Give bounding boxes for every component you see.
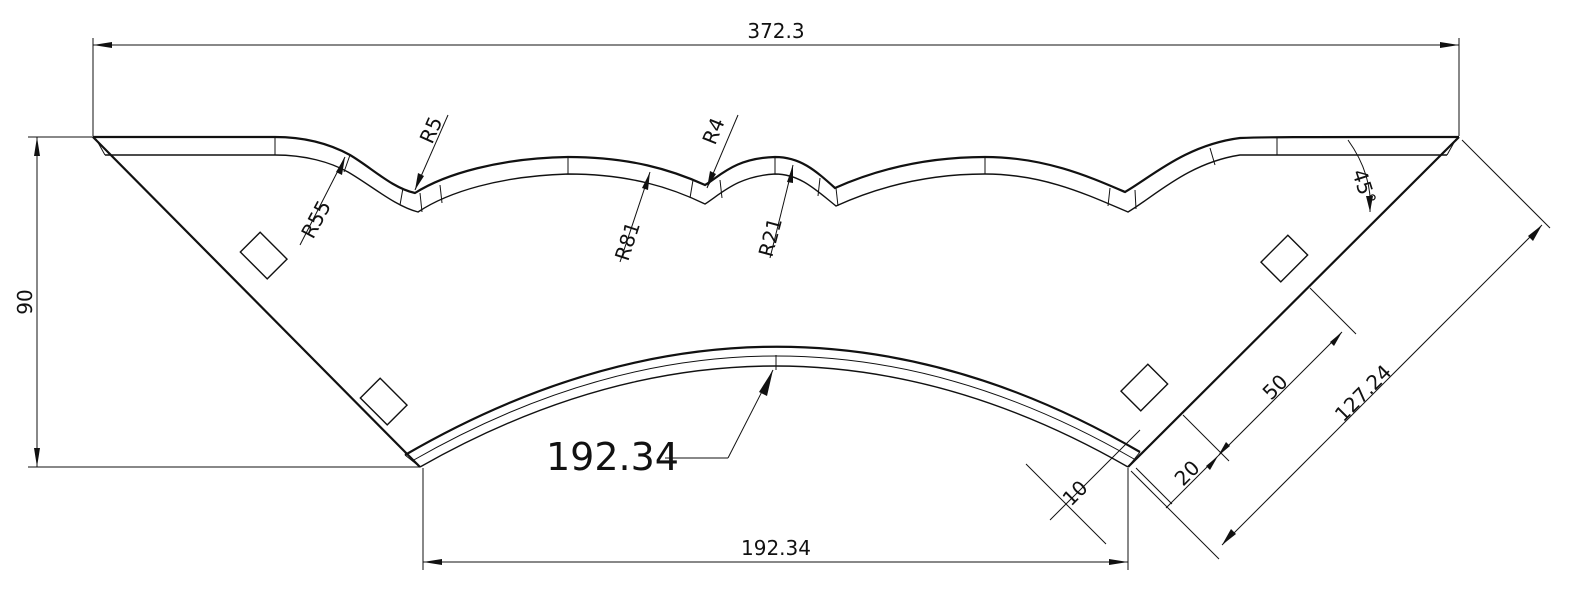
part-outline — [92, 135, 1460, 468]
dim-tab-spacing: 50 — [1182, 287, 1357, 462]
dim-overall-width: 372.3 — [92, 19, 1460, 136]
radius-r55: R55 — [296, 156, 346, 246]
radius-r81: R81 — [610, 171, 651, 264]
tab-right-lower — [1119, 363, 1169, 412]
dim-tab-offset-label: 20 — [1170, 456, 1205, 491]
dim-tab-spacing-label: 50 — [1258, 370, 1293, 405]
dim-tab-offset: 20 — [1135, 456, 1219, 509]
dim-bottom-width-label: 192.34 — [741, 536, 811, 560]
dim-overall-width-label: 372.3 — [747, 19, 804, 43]
tab-right-upper — [1259, 234, 1309, 283]
dim-height: 90 — [13, 136, 420, 468]
arc-callout-label: 192.34 — [546, 435, 679, 479]
tab-left-upper — [239, 231, 289, 280]
dim-bottom-width: 192.34 — [422, 468, 1129, 570]
tabs — [239, 231, 1309, 426]
dim-side-length: 127.24 — [1130, 139, 1551, 560]
dim-tab-width: 10 — [1025, 429, 1141, 545]
dim-height-label: 90 — [13, 289, 37, 314]
radius-r5-label: R5 — [415, 113, 448, 147]
tab-left-lower — [359, 377, 409, 426]
radius-r4-label: R4 — [697, 114, 729, 148]
dim-side-length-label: 127.24 — [1330, 360, 1396, 426]
dim-angle-label: 45° — [1347, 166, 1381, 207]
dim-tab-width-label: 10 — [1058, 476, 1093, 511]
radius-r81-label: R81 — [610, 219, 645, 264]
dim-angle: 45° — [1347, 139, 1381, 213]
radius-r21-label: R21 — [754, 215, 787, 259]
radius-r21: R21 — [754, 164, 794, 259]
arc-callout: 192.34 — [546, 369, 774, 479]
radius-r55-label: R55 — [296, 196, 336, 242]
